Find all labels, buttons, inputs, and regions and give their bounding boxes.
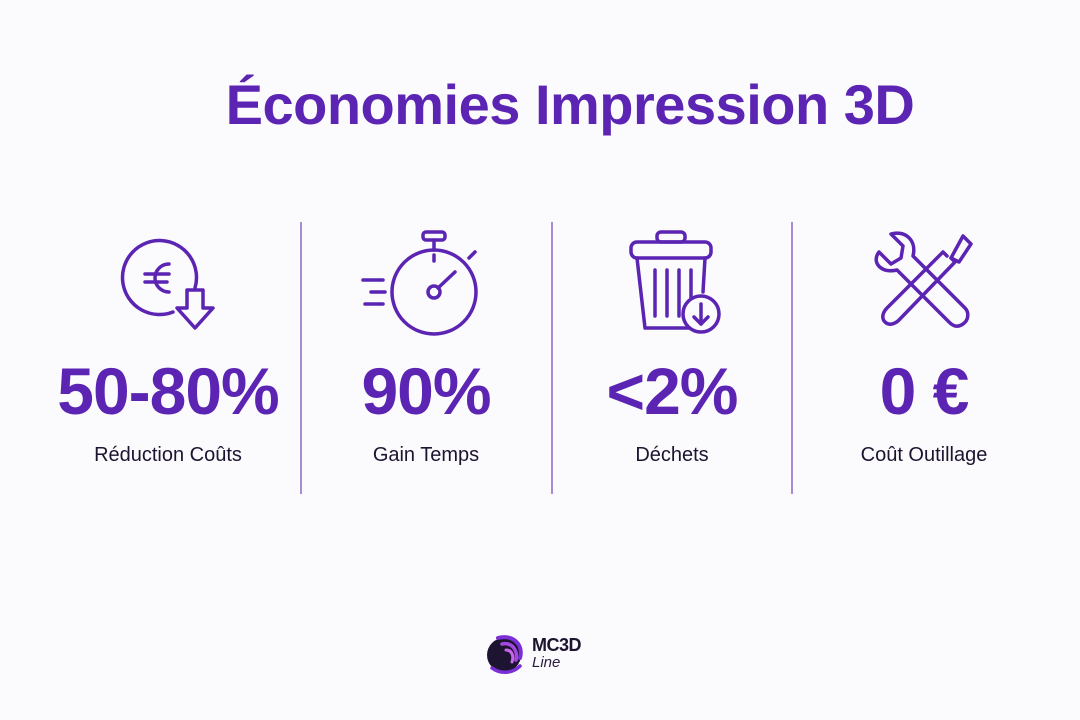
page-title: Économies Impression 3D [225, 73, 915, 136]
stat-cost-reduction: 50-80% Réduction Coûts [52, 220, 284, 500]
stat-label: Déchets [635, 444, 709, 466]
stat-value: <2% [606, 354, 739, 428]
stat-label: Réduction Coûts [94, 444, 242, 466]
stat-value: 50-80% [57, 354, 280, 428]
logo-text-line2: Line [532, 654, 561, 671]
stat-value: 0 € [879, 354, 970, 428]
wrench-screwdriver-icon [874, 231, 973, 328]
stat-tooling-cost: 0 € Coût Outillage [818, 220, 1030, 500]
brand-logo: MC3D Line [484, 630, 582, 676]
logo-mark-icon [487, 635, 523, 674]
stat-label: Coût Outillage [860, 444, 988, 466]
divider [551, 222, 553, 494]
euro-down-arrow-icon [120, 238, 215, 330]
stopwatch-icon [361, 230, 478, 336]
trash-bin-download-icon [629, 230, 721, 334]
stat-label: Gain Temps [372, 444, 480, 466]
stat-time-gain: 90% Gain Temps [322, 220, 530, 500]
divider [300, 222, 302, 494]
stat-waste: <2% Déchets [572, 220, 772, 500]
stat-value: 90% [361, 354, 491, 428]
divider [791, 222, 793, 494]
logo-text-line1: MC3D [532, 635, 582, 655]
